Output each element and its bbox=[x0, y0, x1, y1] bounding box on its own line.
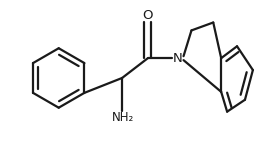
Text: NH₂: NH₂ bbox=[112, 111, 134, 124]
Text: O: O bbox=[143, 9, 153, 22]
Text: N: N bbox=[173, 52, 182, 65]
